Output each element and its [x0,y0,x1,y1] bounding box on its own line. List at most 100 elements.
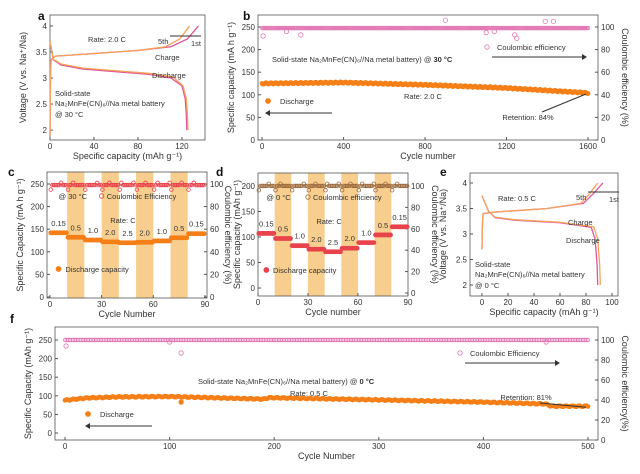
y2-tick-label: 100 [601,23,615,32]
x-axis-label: Specific capacity (mAh g⁻¹) [73,151,182,161]
y2-tick-label: 40 [210,248,219,257]
rate-value-label: 1.0 [157,227,167,236]
plot-frame [469,172,619,297]
y-tick-label: 50 [43,410,52,419]
ce-point [65,187,71,192]
y2-tick-label: 20 [210,270,219,279]
rate-value-label: 2.0 [139,228,149,237]
y-tick-label: 0 [40,293,45,302]
discharge-legend-label: Discharge capacity [273,266,337,275]
ce-point [584,337,589,343]
ce-point [585,337,591,343]
ce-point [344,183,350,189]
temperature-label: 0 °C [359,377,374,386]
y-tick-label: 0 [251,136,256,145]
ce-outlier-point [483,30,489,36]
ce-point [391,183,397,189]
ce-point [117,187,122,192]
y-tick-label: 200 [39,355,53,364]
ce-point [256,188,262,193]
ce-outlier-point [298,32,304,38]
y-axis-label: Voltage (V vs. Na⁺/Na) [438,189,448,280]
y2-tick-label: 100 [210,180,224,189]
y-tick-label: 2.5 [36,100,48,109]
y2-tick-label: 20 [411,268,420,277]
y2-tick-label: 40 [411,246,420,255]
arrow-head-icon [582,54,587,60]
ce-point [67,182,72,188]
y-tick-label: 2 [43,126,48,135]
capacity-point [184,235,190,241]
ce-legend-label: Coulombic Efficiency [470,349,540,358]
ce-legend-label: Coulombic efficiency [497,43,566,52]
rate-value-label: 0.15 [51,219,66,228]
capacity-point [288,236,293,241]
ce-point [274,183,280,189]
y2-tick-label: 60 [210,225,219,234]
y2-tick-label: 100 [411,182,425,191]
y2-tick-label: 80 [601,356,610,365]
ce-outlier-point [283,28,290,35]
rate-band [170,172,188,298]
ce-point [323,188,328,193]
chart-panel-a: 0 40 80 120 2 2.5 3 3.5 4 Specific capacity (mAh … [18,9,206,161]
x-tick-label: 80 [582,298,591,307]
capacity-point [585,91,591,96]
capacity-point [271,231,277,236]
ce-point [298,183,303,189]
y2-tick-label: 40 [601,396,610,405]
rate-value-label: 0.5 [378,221,388,230]
x-tick-label: 0 [63,442,68,451]
rate-value-label: 2.0 [344,234,354,243]
y-tick-label: 4 [463,179,468,188]
discharge-legend-marker [263,267,270,273]
y2-tick-label: 100 [601,336,615,345]
y-tick-label: 150 [242,208,256,217]
rate-label: Rate: 2.0 C [404,92,443,101]
x-axis-label: Cycle Number [98,309,155,319]
arrow-head-icon [85,423,90,429]
temperature-label: 30 °C [65,110,84,119]
ce-point [103,182,109,188]
x-tick-label: 0 [48,142,53,151]
ce-outlier-point [63,343,69,349]
ce-point [286,183,292,189]
chart-panel-f: 0 100 200 300 400 500 0 50 100 150 200 250 0 20 40 60 80… [10,312,630,461]
y2-tick-label: 60 [601,376,610,385]
panel-label: c [8,165,15,179]
ce-point [115,182,121,188]
x-axis-label: Cycle Number [298,451,355,461]
y-tick-label: 200 [242,46,256,55]
y-tick-label: 50 [246,258,255,267]
chart-panel-b: 0 400 800 1200 1600 0 50 100 150 200 250 0 20 40 60 80 1… [226,9,630,161]
ce-legend-marker [457,350,463,356]
ce-point [368,183,373,189]
x-tick-label: 800 [418,142,432,151]
y2-tick-label: 0 [411,289,416,298]
rate-value-label: 1.0 [88,226,98,235]
voltage-curve [481,182,599,250]
x-tick-label: 1200 [498,142,516,151]
x-tick-label: 300 [372,442,386,451]
rate-value-label: 2.5 [122,229,132,238]
ce-point [403,183,408,189]
y2-tick-label: 0 [210,293,215,302]
ce-point [176,182,181,188]
ce-legend-marker [98,193,105,199]
x-tick-label: 1600 [579,142,597,151]
x-tick-label: 100 [163,442,177,451]
rate-value-label: 0.15 [259,219,274,228]
ce-point [389,188,395,193]
plot-frame [46,171,208,299]
ce-point [321,183,327,189]
rate-label: Rate: 2.0 C [88,35,127,44]
ce-point [182,182,188,188]
temperature-label: 30 °C [433,55,452,64]
retention-arrow-icon [539,402,587,408]
y-tick-label: 250 [242,23,256,32]
cycle-1-label: 1st [191,39,202,48]
x-tick-label: 60 [149,300,158,309]
x-tick-label: 100 [605,298,619,307]
panel-label: f [10,312,15,326]
